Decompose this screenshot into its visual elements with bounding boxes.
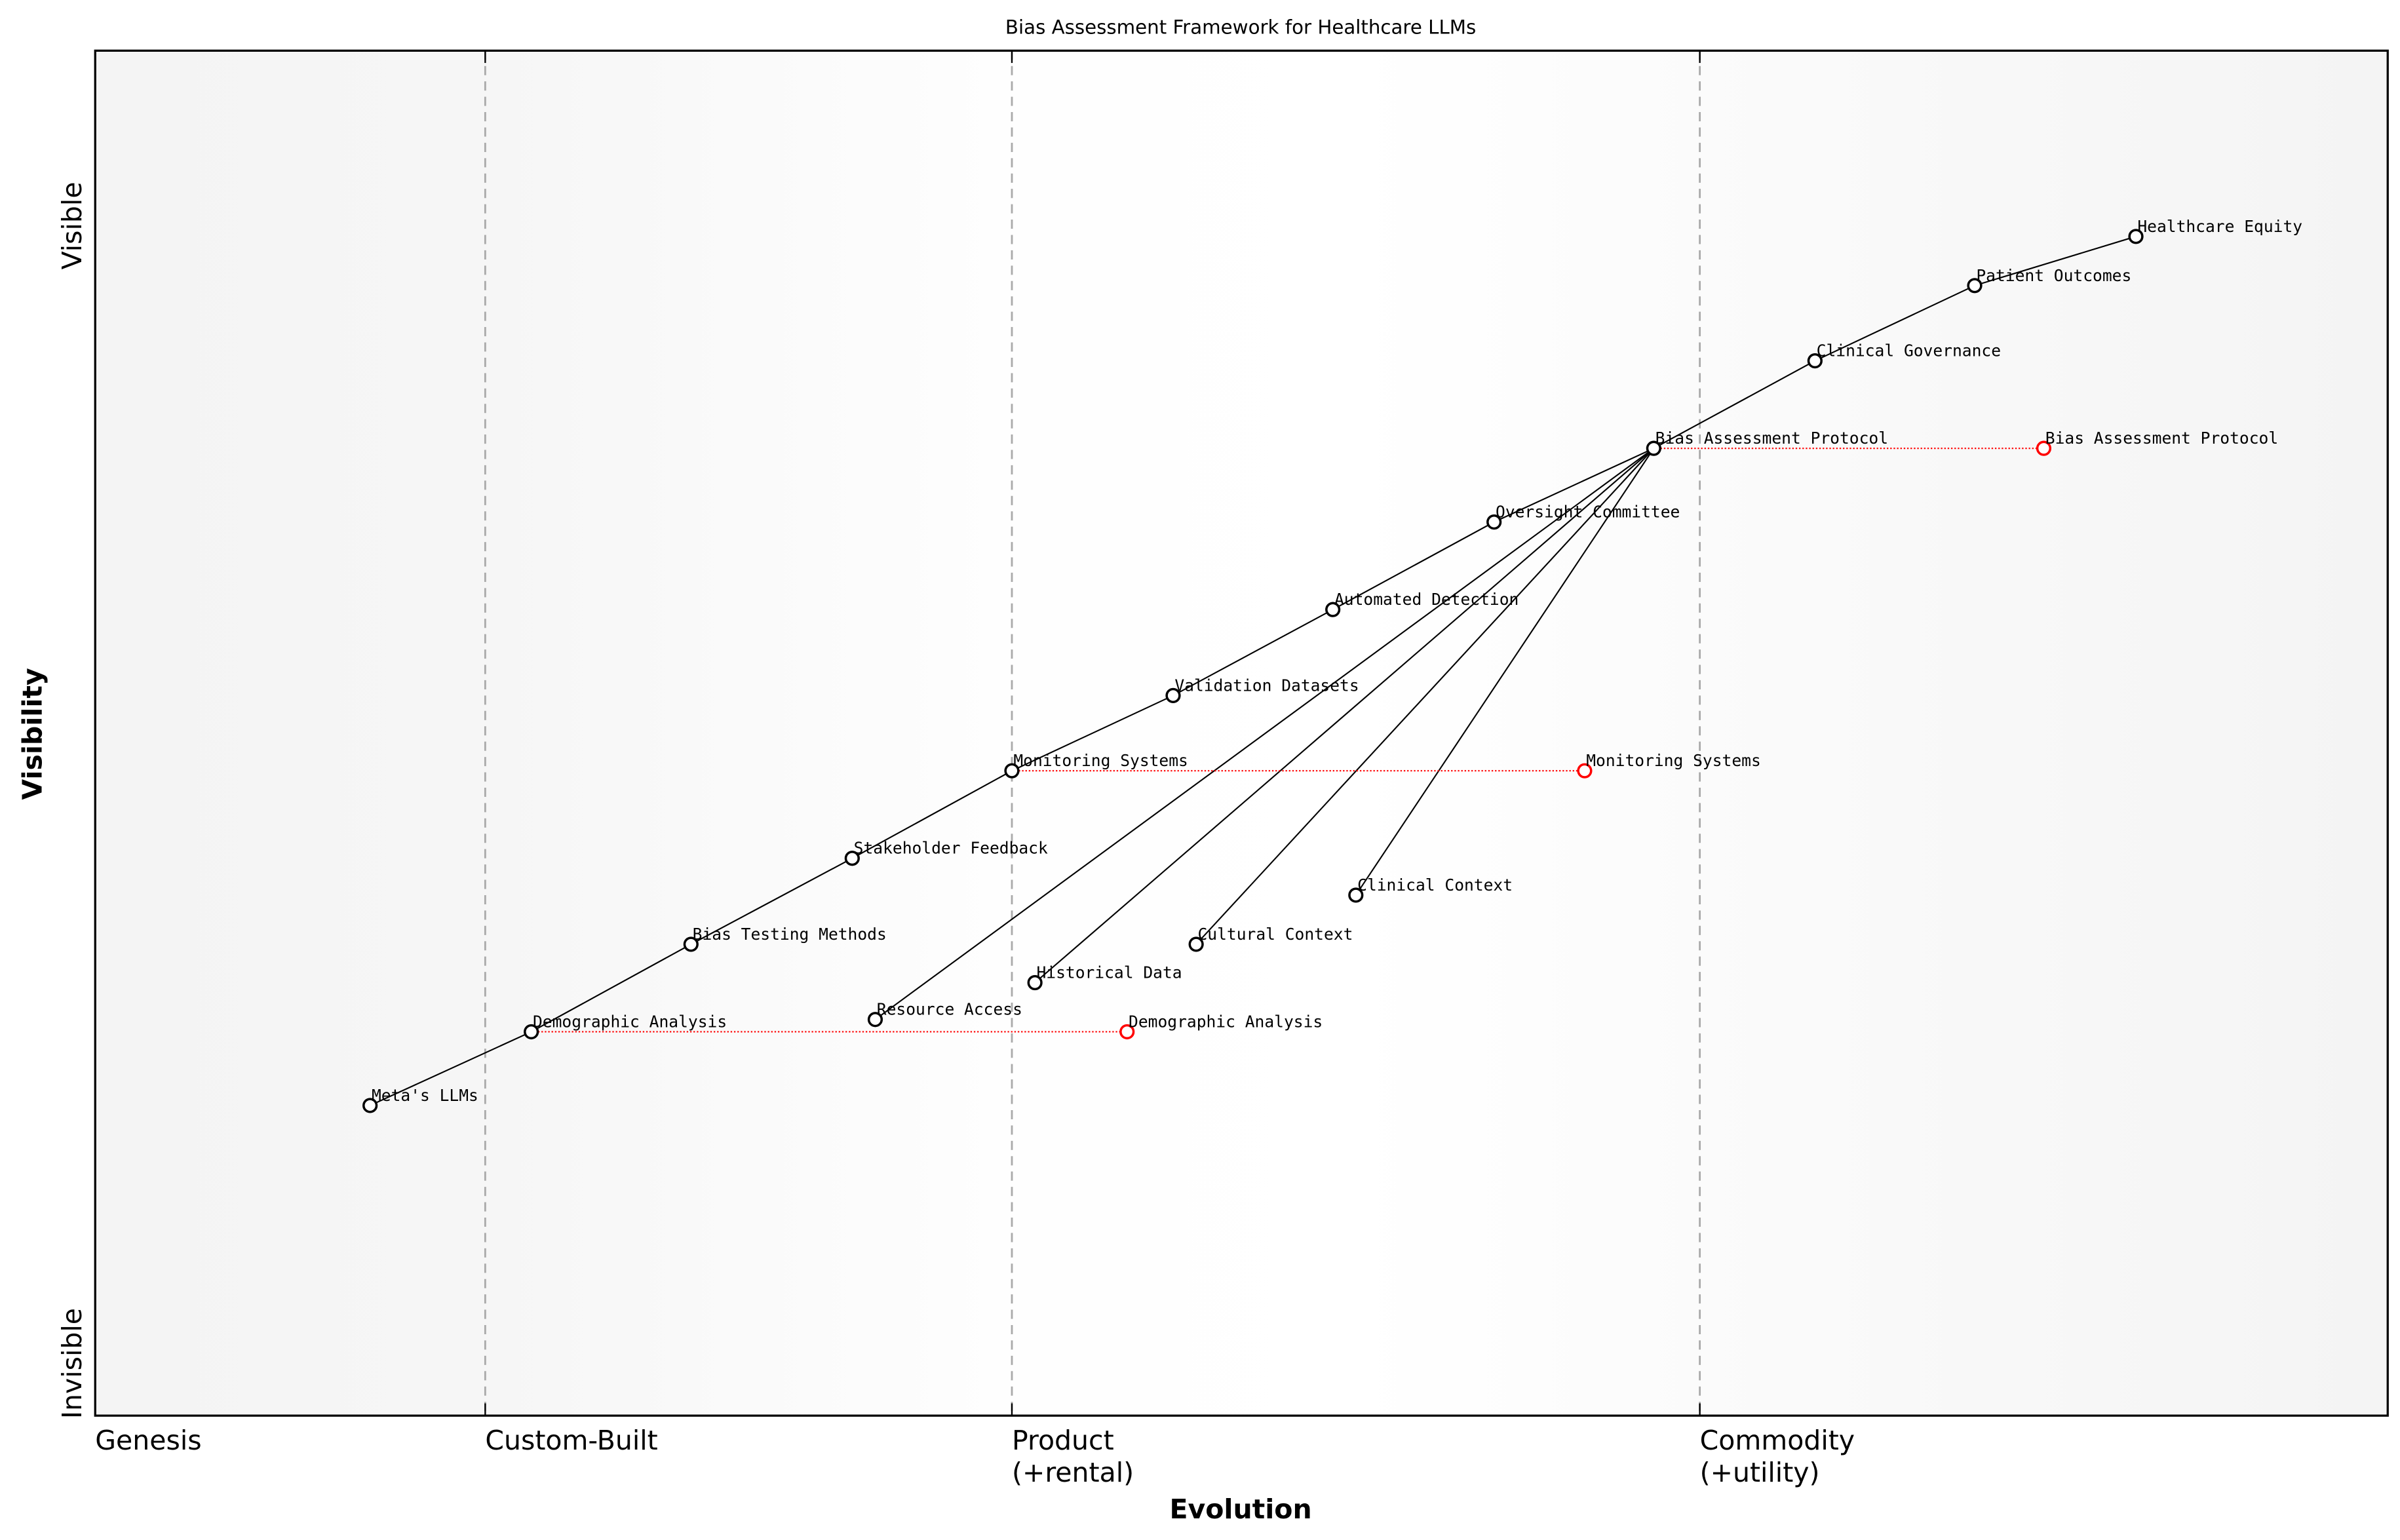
component-node[interactable]: Resource Access	[867, 1000, 1022, 1028]
component-circle-icon[interactable]	[1807, 353, 1823, 369]
component-node[interactable]: Bias Assessment Protocol	[1646, 429, 1888, 456]
component-node[interactable]: Monitoring Systems	[1004, 751, 1188, 779]
component-circle-icon[interactable]	[1325, 602, 1341, 617]
component-node[interactable]: Bias Testing Methods	[683, 925, 887, 952]
dependency-link	[874, 448, 1654, 1020]
component-label: Bias Assessment Protocol	[1655, 429, 1888, 448]
dependency-link	[1355, 448, 1655, 896]
evolved-component-circle-icon[interactable]	[1119, 1024, 1135, 1040]
dependency-link	[1195, 448, 1655, 945]
stage-label: Commodity	[1700, 1425, 1855, 1456]
component-label: Meta's LLMs	[372, 1086, 478, 1105]
stage-dividers	[484, 50, 1701, 1416]
evolved-component-node[interactable]: Demographic Analysis	[1119, 1012, 1323, 1040]
component-label: Automated Detection	[1334, 590, 1519, 609]
stage-label: Genesis	[95, 1425, 201, 1456]
evolved-component-node[interactable]: Monitoring Systems	[1577, 751, 1761, 779]
component-node[interactable]: Patient Outcomes	[1967, 266, 2131, 294]
dependency-link	[370, 1031, 532, 1106]
component-node[interactable]: Clinical Governance	[1807, 341, 2002, 369]
dependency-link	[851, 770, 1013, 859]
dependency-link	[1974, 235, 2137, 286]
component-label: Oversight Committee	[1496, 503, 1680, 522]
evolution-stage-labels: Genesis Custom-Built Product(+rental) Commo…	[95, 1425, 1855, 1488]
component-label: Bias Testing Methods	[693, 925, 887, 944]
plot-frame	[94, 49, 2389, 1417]
evolution-arrows	[531, 448, 2044, 1033]
evolved-component-label: Demographic Analysis	[1129, 1012, 1323, 1031]
plot-background	[95, 50, 2388, 1416]
y-axis-label: Visibility	[16, 668, 48, 799]
component-label: Healthcare Equity	[2137, 217, 2302, 236]
component-label: Monitoring Systems	[1013, 751, 1188, 770]
stage-label: Custom-Built	[485, 1425, 657, 1456]
evolved-component-circle-icon[interactable]	[2036, 440, 2052, 456]
component-label: Clinical Governance	[1817, 341, 2001, 360]
dependency-link	[1494, 448, 1654, 523]
chart-title: Bias Assessment Framework for Healthcare…	[1005, 16, 1476, 39]
component-circle-icon[interactable]	[1165, 687, 1181, 703]
component-label: Stakeholder Feedback	[854, 839, 1048, 858]
component-label: Cultural Context	[1197, 925, 1353, 944]
component-node[interactable]: Demographic Analysis	[524, 1012, 727, 1040]
components: Meta's LLMs Demographic Analysis Bias Test…	[362, 217, 2302, 1113]
component-circle-icon[interactable]	[362, 1098, 378, 1113]
component-circle-icon[interactable]	[1348, 887, 1364, 903]
dependency-link	[1172, 609, 1334, 697]
dependency-links	[370, 235, 2137, 1106]
component-circle-icon[interactable]	[1188, 936, 1204, 952]
dependency-link	[690, 857, 853, 945]
stage-sublabel: (+rental)	[1012, 1457, 1134, 1488]
dependency-link	[1332, 521, 1495, 611]
evolved-component-node[interactable]: Bias Assessment Protocol	[2036, 429, 2279, 456]
y-axis-bottom-label: Invisible	[56, 1308, 88, 1419]
component-label: Historical Data	[1036, 963, 1182, 982]
component-circle-icon[interactable]	[1486, 514, 1502, 530]
x-axis-label: Evolution	[1170, 1493, 1312, 1525]
component-circle-icon[interactable]	[1027, 974, 1043, 991]
evolved-component-label: Monitoring Systems	[1586, 751, 1761, 770]
component-circle-icon[interactable]	[2128, 229, 2144, 244]
component-node[interactable]: Validation Datasets	[1165, 676, 1359, 703]
component-label: Resource Access	[877, 1000, 1022, 1019]
component-node[interactable]: Historical Data	[1027, 963, 1182, 991]
dependency-link	[1653, 360, 1815, 450]
component-node[interactable]: Stakeholder Feedback	[844, 839, 1048, 866]
dependency-link	[1034, 448, 1655, 984]
component-circle-icon[interactable]	[1967, 278, 1983, 294]
component-circle-icon[interactable]	[1646, 440, 1661, 456]
component-label: Validation Datasets	[1174, 676, 1359, 695]
component-circle-icon[interactable]	[844, 851, 860, 866]
dependency-link	[1011, 695, 1174, 772]
component-label: Patient Outcomes	[1976, 266, 2131, 285]
component-circle-icon[interactable]	[524, 1024, 539, 1040]
evolved-component-label: Bias Assessment Protocol	[2045, 429, 2278, 448]
component-node[interactable]: Meta's LLMs	[362, 1086, 478, 1113]
component-node[interactable]: Clinical Context	[1348, 876, 1513, 903]
component-label: Demographic Analysis	[533, 1012, 727, 1031]
component-node[interactable]: Oversight Committee	[1486, 503, 1680, 530]
y-axis-top-label: Visible	[56, 182, 88, 269]
component-circle-icon[interactable]	[867, 1012, 883, 1028]
dependency-link	[1814, 284, 1975, 362]
dependency-link	[531, 944, 691, 1033]
stage-sublabel: (+utility)	[1700, 1457, 1820, 1488]
component-node[interactable]: Automated Detection	[1325, 590, 1519, 617]
component-node[interactable]: Cultural Context	[1188, 925, 1353, 952]
component-circle-icon[interactable]	[1004, 763, 1020, 779]
component-circle-icon[interactable]	[683, 936, 699, 952]
evolved-component-circle-icon[interactable]	[1577, 763, 1593, 779]
component-label: Clinical Context	[1357, 876, 1513, 895]
stage-label: Product	[1012, 1425, 1114, 1456]
component-node[interactable]: Healthcare Equity	[2128, 217, 2302, 244]
